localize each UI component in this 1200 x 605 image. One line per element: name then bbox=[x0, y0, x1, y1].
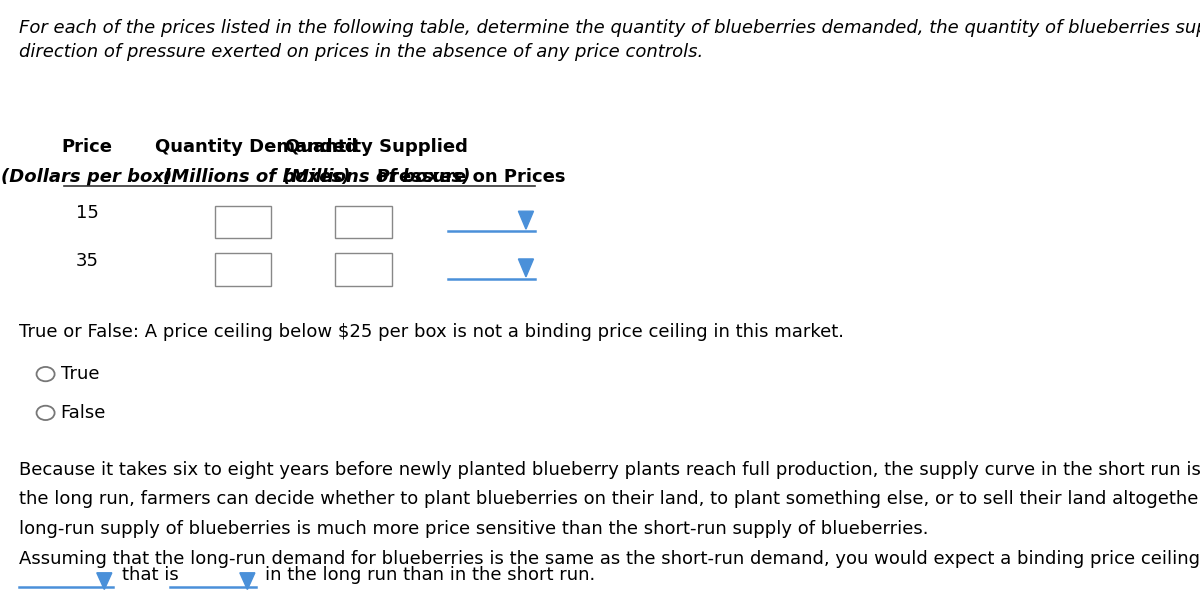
Text: in the long run than in the short run.: in the long run than in the short run. bbox=[265, 566, 595, 584]
Text: Quantity Supplied: Quantity Supplied bbox=[286, 139, 468, 157]
Bar bbox=[336, 206, 392, 238]
Bar bbox=[215, 206, 271, 238]
Text: True or False: A price ceiling below $25 per box is not a binding price ceiling : True or False: A price ceiling below $25… bbox=[19, 324, 845, 341]
Polygon shape bbox=[518, 259, 534, 277]
Text: For each of the prices listed in the following table, determine the quantity of : For each of the prices listed in the fol… bbox=[19, 19, 1200, 37]
Text: (Millions of boxes): (Millions of boxes) bbox=[283, 168, 470, 186]
Text: long-run supply of blueberries is much more price sensitive than the short-run s: long-run supply of blueberries is much m… bbox=[19, 520, 929, 538]
Text: 15: 15 bbox=[76, 204, 98, 222]
Text: Assuming that the long-run demand for blueberries is the same as the short-run d: Assuming that the long-run demand for bl… bbox=[19, 550, 1200, 568]
Text: True: True bbox=[61, 365, 100, 383]
Text: Price: Price bbox=[61, 139, 113, 157]
Text: (Millions of boxes): (Millions of boxes) bbox=[163, 168, 350, 186]
Text: Because it takes six to eight years before newly planted blueberry plants reach : Because it takes six to eight years befo… bbox=[19, 460, 1200, 479]
Polygon shape bbox=[518, 211, 534, 229]
Bar bbox=[215, 253, 271, 286]
Polygon shape bbox=[240, 573, 254, 589]
Text: Quantity Demanded: Quantity Demanded bbox=[155, 139, 358, 157]
Text: Pressure on Prices: Pressure on Prices bbox=[377, 168, 565, 186]
Text: direction of pressure exerted on prices in the absence of any price controls.: direction of pressure exerted on prices … bbox=[19, 43, 703, 61]
Polygon shape bbox=[97, 573, 112, 589]
Text: that is: that is bbox=[122, 566, 179, 584]
Text: (Dollars per box): (Dollars per box) bbox=[1, 168, 173, 186]
Bar bbox=[336, 253, 392, 286]
Text: the long run, farmers can decide whether to plant blueberries on their land, to : the long run, farmers can decide whether… bbox=[19, 491, 1200, 508]
Text: False: False bbox=[61, 404, 106, 422]
Text: 35: 35 bbox=[76, 252, 98, 270]
